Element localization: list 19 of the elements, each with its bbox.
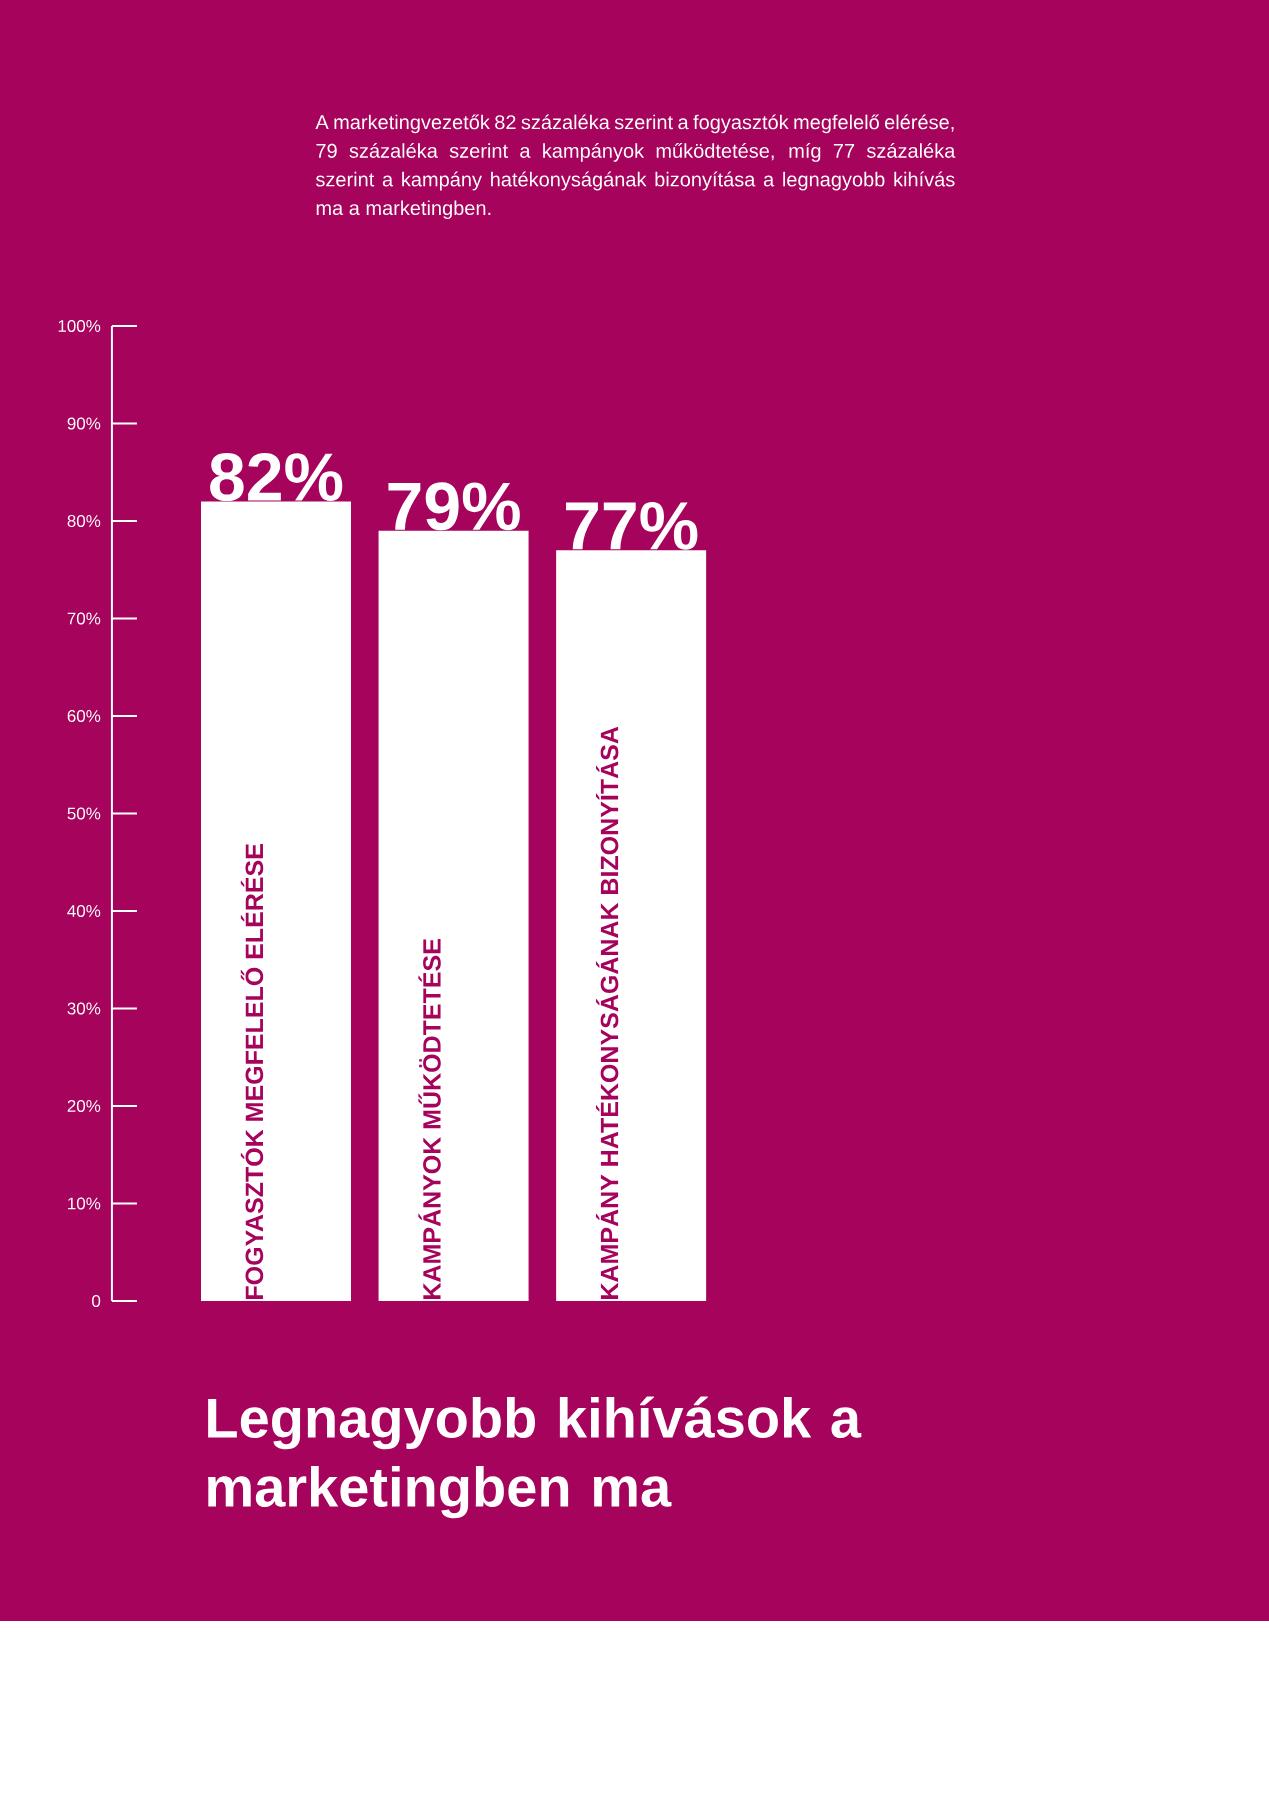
y-tick-label: 60% bbox=[67, 709, 101, 722]
data-label: 77% bbox=[566, 502, 698, 550]
chart-subtitle: A marketingvezetők 82 százaléka szerint a fogyasztók megfelelő elérése, 79 százaléka szerint a kampányok működtetése, míg 77 százaléka szerint a kampány hatékonyságának bizonyítása a legnagyobb kihívás ma a marketingben. bbox=[315, 114, 956, 220]
y-tick-label: 100% bbox=[58, 319, 101, 332]
y-tick-label: 40% bbox=[67, 904, 101, 917]
data-label: 79% bbox=[388, 482, 520, 531]
y-tick-label: 20% bbox=[67, 1099, 101, 1112]
y-tick-label: 70% bbox=[67, 612, 101, 625]
x-tick-label: KAMPÁNY HATÉKONYSÁGÁNAK BIZONYÍTÁSA bbox=[595, 726, 619, 1299]
y-tick-label: 50% bbox=[67, 807, 101, 820]
x-tick-label: FOGYASZTÓK MEGFELELŐ ELÉRÉSE bbox=[240, 844, 264, 1299]
y-tick-label: 10% bbox=[68, 1197, 101, 1210]
data-label: 82% bbox=[210, 452, 343, 502]
x-tick-label: KAMPÁNYOK MŰKÖDTETÉSE bbox=[418, 939, 441, 1299]
y-tick-label: 30% bbox=[67, 1002, 101, 1015]
y-tick-label: 80% bbox=[67, 514, 101, 527]
y-tick-label: 0 bbox=[92, 1294, 101, 1307]
y-tick-label: 90% bbox=[67, 417, 101, 430]
text: Legnagyobb kihívások a marketingben ma bbox=[208, 1396, 862, 1519]
